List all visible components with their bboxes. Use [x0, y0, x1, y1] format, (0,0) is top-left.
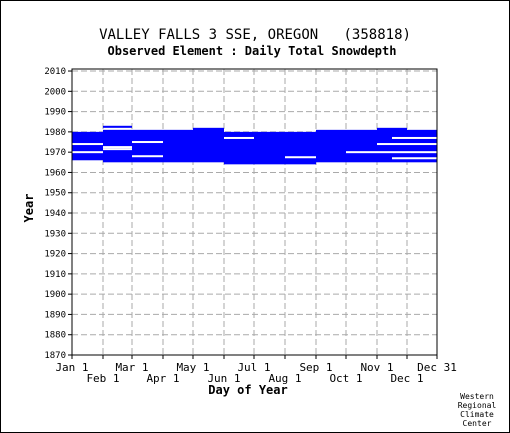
data-block — [377, 127, 407, 163]
y-tick-label: 2000 — [44, 87, 66, 97]
data-block — [224, 131, 316, 165]
plot-area: 1870 1880 1890 1900 1910 1920 1930 1940 1950 1960… — [44, 67, 457, 385]
x-tick-label: Jun 1 — [207, 372, 240, 385]
y-tick-label: 1980 — [44, 128, 66, 138]
data-gap — [103, 146, 132, 149]
x-tick-label: Mar 1 — [115, 361, 148, 374]
x-tick-label: Oct 1 — [329, 372, 362, 385]
data-gap — [346, 151, 437, 154]
y-tick-label: 1920 — [44, 250, 66, 260]
x-tick-label: Aug 1 — [268, 372, 301, 385]
x-tick-label: Apr 1 — [146, 372, 179, 385]
data-block — [407, 129, 437, 163]
x-tick-label: Feb 1 — [86, 372, 119, 385]
data-block — [132, 129, 193, 163]
chart-title: VALLEY FALLS 3 SSE, OREGON (358818) — [99, 27, 411, 43]
x-axis-label: Day of Year — [208, 383, 287, 397]
credit-line: Center — [463, 419, 492, 428]
y-tick-label: 1950 — [44, 189, 66, 199]
x-tick-label: Dec 31 — [417, 361, 457, 374]
x-tick-label: Nov 1 — [360, 361, 393, 374]
data-gap — [72, 143, 103, 146]
data-gap — [72, 151, 103, 154]
y-tick-label: 1900 — [44, 290, 66, 300]
x-tick-label: Jul 1 — [237, 361, 270, 374]
y-tick-label: 1880 — [44, 331, 66, 341]
y-tick-label: 2010 — [44, 67, 66, 77]
data-gap — [285, 156, 316, 159]
credit-line: Climate — [460, 410, 494, 419]
y-tick-label: 1870 — [44, 351, 66, 361]
data-block — [103, 129, 132, 163]
credit-block: Western Regional Climate Center — [458, 392, 497, 428]
data-block — [316, 129, 377, 163]
y-tick-label: 1940 — [44, 209, 66, 219]
x-tick-label: Dec 1 — [390, 372, 423, 385]
data-block — [193, 127, 224, 163]
data-gap — [377, 143, 437, 146]
data-gap — [392, 157, 437, 160]
chart-subtitle: Observed Element : Daily Total Snowdepth — [108, 44, 397, 58]
x-tick-label: May 1 — [176, 361, 209, 374]
y-tick-label: 1990 — [44, 108, 66, 118]
data-gap — [132, 155, 163, 158]
y-tick-label: 1890 — [44, 310, 66, 320]
y-tick-label: 1970 — [44, 148, 66, 158]
y-tick-label: 1960 — [44, 168, 66, 178]
credit-line: Western — [460, 392, 494, 401]
data-block — [72, 131, 103, 161]
y-axis-label: Year — [22, 194, 36, 223]
data-gap — [103, 148, 132, 151]
data-block — [103, 125, 132, 128]
x-tick-label: Sep 1 — [299, 361, 332, 374]
y-tick-label: 1930 — [44, 229, 66, 239]
data-gap — [392, 136, 437, 139]
y-tick-label: 1910 — [44, 270, 66, 280]
data-gap — [224, 136, 254, 139]
credit-line: Regional — [458, 401, 497, 410]
x-tick-label: Jan 1 — [55, 361, 88, 374]
data-gap — [132, 141, 163, 144]
